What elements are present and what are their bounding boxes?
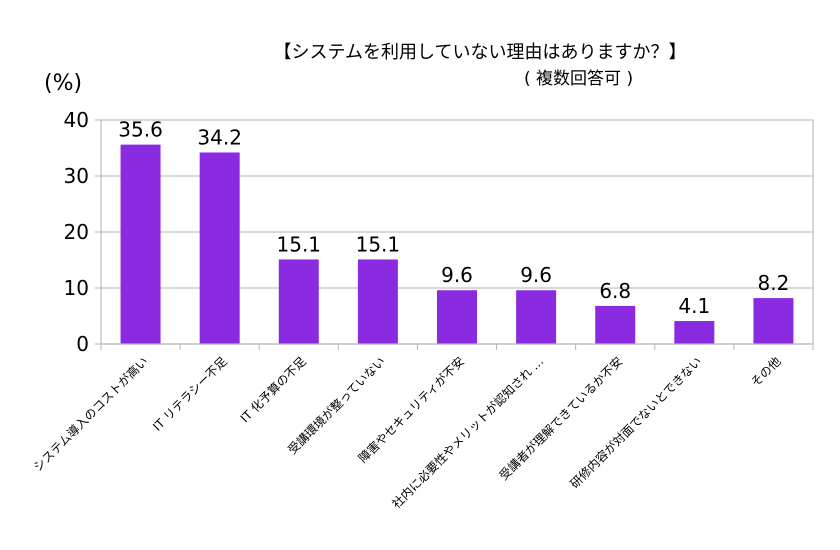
category-label: システム導入のコストが高い xyxy=(30,354,151,475)
bar xyxy=(516,290,557,344)
category-label: IT リテラシー不足 xyxy=(150,354,230,434)
bar xyxy=(199,152,240,344)
data-label: 8.2 xyxy=(758,271,790,295)
chart-subtitle: ( 複数回答可 ) xyxy=(524,69,634,89)
bar xyxy=(595,305,636,344)
y-tick-label: 0 xyxy=(76,332,89,356)
category-label: 社内に必要性やメリットが認知され … xyxy=(389,354,547,512)
category-label: 受講者が理解できているか不安 xyxy=(496,354,625,483)
data-label: 4.1 xyxy=(678,294,710,318)
y-tick-label: 30 xyxy=(64,164,89,188)
bar xyxy=(753,298,794,344)
y-axis-unit-label: (%) xyxy=(44,71,83,96)
category-label: IT 化予算の不足 xyxy=(237,354,309,426)
data-label: 15.1 xyxy=(277,232,322,256)
data-label: 34.2 xyxy=(197,125,242,149)
data-label: 6.8 xyxy=(599,279,631,303)
data-label: 9.6 xyxy=(520,263,552,287)
y-tick-label: 10 xyxy=(64,276,89,300)
y-tick-label: 40 xyxy=(64,108,89,132)
chart-title: 【システムを利用していない理由はありますか？】 xyxy=(273,42,687,63)
bar xyxy=(278,259,319,344)
data-label: 9.6 xyxy=(441,263,473,287)
y-tick-label: 20 xyxy=(64,220,89,244)
bar xyxy=(674,321,715,344)
bar xyxy=(357,259,398,344)
bar xyxy=(437,290,477,344)
bar xyxy=(120,144,161,344)
category-label: 研修内容が対面でないとできない xyxy=(567,354,705,492)
data-label: 35.6 xyxy=(118,118,163,142)
data-label: 15.1 xyxy=(356,232,401,256)
category-label: その他 xyxy=(748,354,783,389)
